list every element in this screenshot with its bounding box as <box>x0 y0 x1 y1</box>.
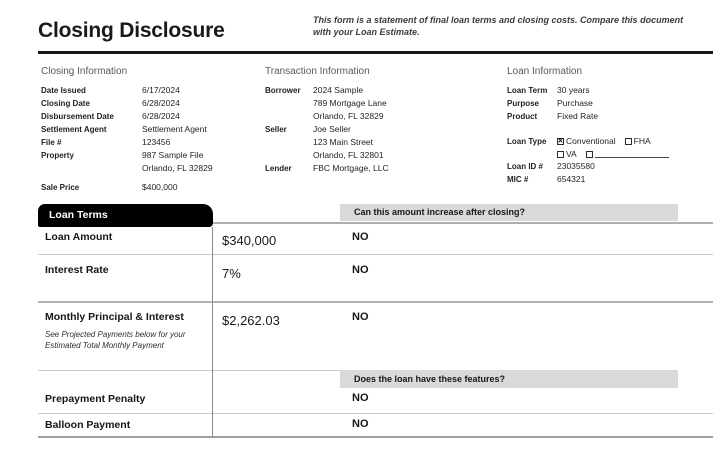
info-label: MIC # <box>507 175 529 184</box>
info-label: Closing Date <box>41 99 90 108</box>
closing-information-heading: Closing Information <box>41 66 128 77</box>
balloon-payment-label: Balloon Payment <box>45 419 131 431</box>
info-row-date-issued: Date Issued 6/17/2024 <box>41 84 259 97</box>
balloon-payment-answer: NO <box>352 418 369 430</box>
info-value: 30 years <box>557 85 590 95</box>
info-row-closing-date: Closing Date 6/28/2024 <box>41 97 259 110</box>
features-question-text: Does the loan have these features? <box>354 374 506 384</box>
loan-terms-tab: Loan Terms <box>38 204 213 227</box>
interest-rate-value: 7% <box>222 266 241 281</box>
info-row-sale-price: Sale Price $400,000 <box>41 181 259 194</box>
transaction-information-section: Transaction Information Borrower 2024 Sa… <box>265 66 497 175</box>
info-row-seller: Seller Joe Seller 123 Main Street Orland… <box>265 123 497 162</box>
row-separator-left <box>38 370 340 371</box>
info-row-purpose: Purpose Purchase <box>507 97 715 110</box>
row-separator <box>38 254 713 255</box>
checkbox-label: FHA <box>633 136 651 146</box>
loan-type-row: Loan Type ✕ Conventional FHA VA <box>507 135 715 160</box>
title-rule <box>38 51 713 54</box>
prepayment-penalty-label: Prepayment Penalty <box>45 393 146 405</box>
loan-terms-tab-label: Loan Terms <box>49 209 108 221</box>
info-label: Sale Price <box>41 183 80 192</box>
info-value: 654321 <box>557 174 586 184</box>
info-value: FBC Mortgage, LLC <box>313 163 389 173</box>
info-row-disbursement-date: Disbursement Date 6/28/2024 <box>41 110 259 123</box>
x-mark-icon: ✕ <box>557 137 564 145</box>
info-label: Date Issued <box>41 86 86 95</box>
info-row-property: Property 987 Sample File Orlando, FL 328… <box>41 149 259 175</box>
table-bottom-border <box>38 436 713 438</box>
info-label: Lender <box>265 164 292 173</box>
interest-rate-answer: NO <box>352 264 369 276</box>
info-label: Purpose <box>507 99 540 108</box>
info-label: Seller <box>265 125 287 134</box>
info-row-file-number: File # 123456 <box>41 136 259 149</box>
monthly-pi-label: Monthly Principal & Interest <box>45 311 184 323</box>
checkbox-fha[interactable] <box>624 138 632 145</box>
loan-type-blank-line <box>594 150 669 158</box>
interest-rate-label: Interest Rate <box>45 264 109 276</box>
checkbox-conventional-checked[interactable]: ✕ <box>557 138 564 145</box>
loan-type-line-2: VA <box>557 148 669 161</box>
loan-amount-value: $340,000 <box>222 233 277 248</box>
info-label: File # <box>41 138 62 147</box>
info-row-loan-id: Loan ID # 23035580 <box>507 160 715 173</box>
info-value: 2024 Sample 789 Mortgage Lane Orlando, F… <box>313 85 387 121</box>
increase-question-text: Can this amount increase after closing? <box>354 207 526 217</box>
info-row-loan-term: Loan Term 30 years <box>507 84 715 97</box>
info-value: 987 Sample File Orlando, FL 32829 <box>142 150 213 173</box>
loan-amount-label: Loan Amount <box>45 231 113 243</box>
monthly-pi-value: $2,262.03 <box>222 313 280 328</box>
monthly-pi-note: See Projected Payments below for your Es… <box>45 330 186 350</box>
info-value: Settlement Agent <box>142 124 207 134</box>
info-label: Settlement Agent <box>41 125 107 134</box>
info-label: Loan ID # <box>507 162 544 171</box>
info-value: $400,000 <box>142 182 178 192</box>
info-label: Borrower <box>265 86 301 95</box>
loan-information-section: Loan Information Loan Term 30 years Purp… <box>507 66 715 186</box>
info-row-mic: MIC # 654321 <box>507 173 715 186</box>
info-row-lender: Lender FBC Mortgage, LLC <box>265 162 497 175</box>
increase-question-bar: Can this amount increase after closing? <box>340 204 678 221</box>
info-value: 123456 <box>142 137 171 147</box>
transaction-information-heading: Transaction Information <box>265 66 370 77</box>
loan-amount-answer: NO <box>352 231 369 243</box>
table-header-rule <box>38 222 713 224</box>
closing-information-section: Closing Information Date Issued 6/17/202… <box>41 66 259 194</box>
row-separator <box>38 301 713 303</box>
info-label: Product <box>507 112 538 121</box>
loan-type-options: ✕ Conventional FHA VA <box>557 135 669 160</box>
monthly-pi-answer: NO <box>352 311 369 323</box>
checkbox-other[interactable] <box>585 150 593 158</box>
info-row-product: Product Fixed Rate <box>507 110 715 123</box>
info-value: Joe Seller 123 Main Street Orlando, FL 3… <box>313 124 384 160</box>
checkbox-label: VA <box>566 148 577 159</box>
info-label: Disbursement Date <box>41 112 114 121</box>
features-question-bar: Does the loan have these features? <box>340 370 678 388</box>
checkbox-va[interactable] <box>557 150 564 158</box>
info-row-settlement-agent: Settlement Agent Settlement Agent <box>41 123 259 136</box>
info-value: 6/17/2024 <box>142 85 180 95</box>
table-vertical-divider <box>212 227 213 437</box>
checkbox-label: Conventional <box>566 136 616 146</box>
info-value: 6/28/2024 <box>142 111 180 121</box>
row-separator <box>38 413 713 414</box>
info-value: Purchase <box>557 98 593 108</box>
loan-type-line-1: ✕ Conventional FHA <box>557 135 669 148</box>
prepayment-penalty-answer: NO <box>352 392 369 404</box>
info-label: Loan Term <box>507 86 548 95</box>
info-value: Fixed Rate <box>557 111 599 121</box>
info-value: 23035580 <box>557 161 595 171</box>
info-label: Property <box>41 151 74 160</box>
info-row-borrower: Borrower 2024 Sample 789 Mortgage Lane O… <box>265 84 497 123</box>
form-purpose-note: This form is a statement of final loan t… <box>313 15 684 37</box>
info-label: Loan Type <box>507 137 547 146</box>
loan-information-heading: Loan Information <box>507 66 583 77</box>
info-value: 6/28/2024 <box>142 98 180 108</box>
page-title: Closing Disclosure <box>38 19 225 42</box>
